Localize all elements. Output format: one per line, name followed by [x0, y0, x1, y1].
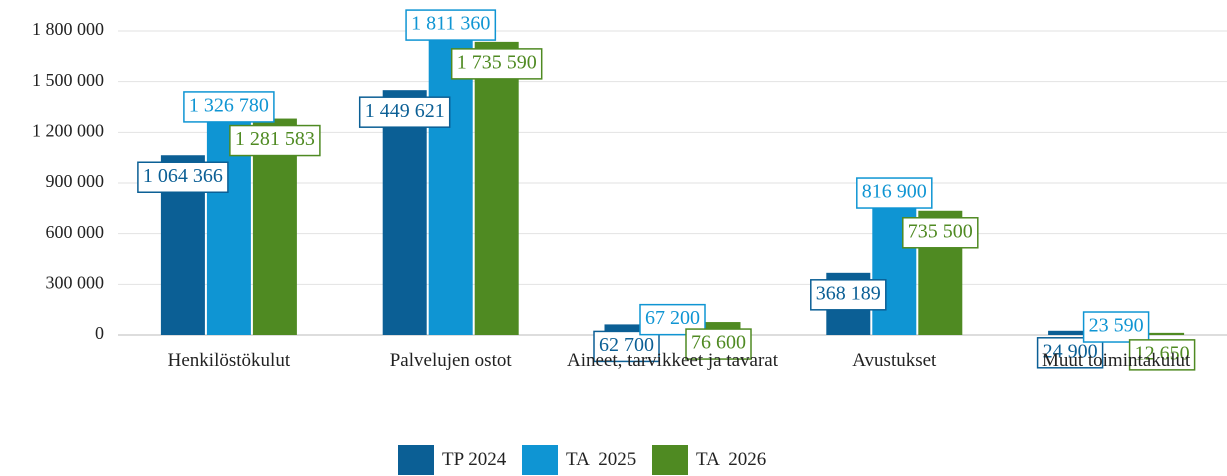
- label-frame: [405, 9, 497, 41]
- x-tick-label: Avustukset: [852, 350, 937, 371]
- bar: [1048, 330, 1093, 335]
- bar: [428, 29, 473, 336]
- data-label: 1 449 621: [365, 100, 445, 122]
- legend-swatch: [652, 445, 688, 475]
- x-tick-label: Henkilöstökulut: [167, 350, 291, 371]
- data-label-box: 12 650: [1128, 339, 1196, 371]
- legend-label: TP 2024: [442, 449, 507, 470]
- data-labels: 1 064 366 1 326 780 1 281 583 1 449 621 1 81…: [137, 9, 1196, 371]
- legend-item: TA 2025: [522, 445, 636, 475]
- data-label: 12 650: [1135, 342, 1190, 364]
- data-label: 67 200: [645, 307, 700, 329]
- label-frame: [810, 279, 887, 311]
- y-tick-label: 900 000: [46, 171, 105, 191]
- x-tick-label: Palvelujen ostot: [389, 350, 512, 371]
- x-tick-label: Muut toimintakulut: [1041, 350, 1191, 371]
- y-tick-label: 300 000: [46, 272, 105, 292]
- data-label-box: 1 449 621: [358, 96, 451, 128]
- data-label: 368 189: [816, 282, 881, 304]
- data-label: 1 326 780: [189, 95, 269, 117]
- label-frame: [229, 124, 321, 157]
- label-frame: [593, 330, 660, 363]
- y-tick-label: 600 000: [46, 222, 105, 242]
- data-label-box: 76 600: [685, 328, 752, 360]
- data-label-box: 62 700: [593, 330, 660, 363]
- data-label-box: 24 900: [1036, 337, 1104, 369]
- data-label: 1 281 583: [235, 128, 315, 150]
- data-label-box: 1 281 583: [229, 124, 321, 157]
- data-label-box: 1 326 780: [183, 91, 275, 123]
- y-tick-label: 1 800 000: [32, 19, 104, 39]
- label-frame: [137, 161, 229, 193]
- data-label: 1 811 360: [411, 13, 490, 35]
- legend-label: TA 2025: [566, 449, 637, 470]
- legend-item: TP 2024: [398, 445, 506, 475]
- data-label-box: 816 900: [856, 177, 933, 209]
- label-frame: [1082, 311, 1150, 343]
- data-label-box: 368 189: [810, 279, 887, 311]
- legend-label: TA 2026: [696, 449, 767, 470]
- data-label: 76 600: [691, 332, 746, 354]
- bar: [1140, 332, 1185, 335]
- x-tick-label: Aineet, tarvikkeet ja tavarat: [566, 350, 778, 371]
- bar: [382, 90, 427, 336]
- data-label: 62 700: [599, 334, 654, 356]
- label-frame: [1036, 337, 1104, 369]
- data-label-box: 735 500: [902, 217, 979, 249]
- bar: [474, 41, 519, 335]
- label-frame: [685, 328, 752, 360]
- y-tick-label: 1 500 000: [32, 70, 104, 90]
- data-label: 816 900: [862, 181, 927, 203]
- label-frame: [358, 96, 451, 128]
- legend-item: TA 2026: [652, 445, 766, 475]
- data-label: 735 500: [908, 220, 973, 242]
- label-frame: [183, 91, 275, 123]
- label-frame: [902, 217, 979, 249]
- data-label-box: 1 735 590: [450, 48, 543, 80]
- data-label: 1 735 590: [457, 51, 537, 73]
- label-frame: [856, 177, 933, 209]
- y-tick-label: 0: [95, 323, 104, 343]
- label-frame: [450, 48, 543, 80]
- legend-swatch: [398, 445, 434, 475]
- data-label-box: 1 064 366: [137, 161, 229, 193]
- y-tick-label: 1 200 000: [32, 120, 104, 140]
- data-label: 23 590: [1089, 315, 1144, 337]
- bar: [604, 324, 649, 335]
- legend-swatch: [522, 445, 558, 475]
- data-label: 1 064 366: [143, 165, 223, 187]
- label-frame: [1128, 339, 1196, 371]
- data-label: 24 900: [1043, 340, 1098, 362]
- data-label-box: 23 590: [1082, 311, 1150, 343]
- data-label-box: 1 811 360: [405, 9, 497, 41]
